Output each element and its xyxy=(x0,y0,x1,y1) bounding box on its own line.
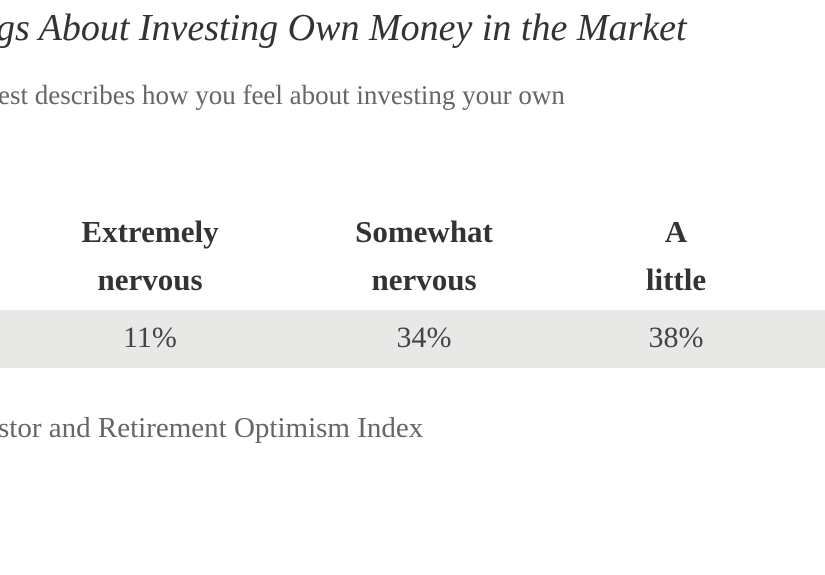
subtitle: est describes how you feel about investi… xyxy=(0,80,565,110)
column-header: Somewhat nervous xyxy=(355,214,493,297)
cell: 34% xyxy=(396,321,452,354)
column-header: Extremely nervous xyxy=(81,214,219,297)
title: gs About Investing Own Money in the Mark… xyxy=(0,7,687,49)
cell: 11% xyxy=(123,321,177,354)
cell: 38% xyxy=(648,321,704,354)
row-band xyxy=(0,310,825,368)
source: stor and Retirement Optimism Index xyxy=(0,412,424,444)
